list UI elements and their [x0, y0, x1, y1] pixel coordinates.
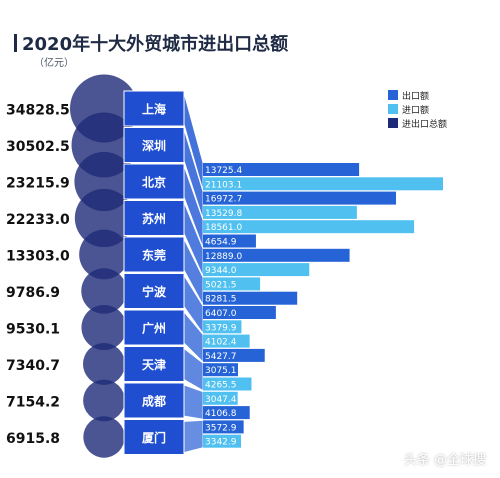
bar-label-出口额-8: 4106.8	[205, 409, 237, 419]
city-label-4: 东莞	[142, 248, 166, 263]
bar-label-进口额-6: 4102.4	[205, 338, 237, 348]
city-box-4	[123, 236, 185, 273]
city-box-3	[123, 200, 185, 236]
total-circle-3	[74, 188, 134, 248]
bar-label-进口额-3: 9344.0	[205, 266, 237, 276]
total-circle-6	[81, 304, 127, 351]
bar-进口额-8	[203, 391, 238, 405]
total-label-1: 30502.5	[6, 139, 70, 155]
bar-label-进口额-4: 5021.5	[205, 280, 237, 290]
bar-label-进口额-0: 21103.1	[205, 180, 242, 190]
legend-swatch-0	[388, 90, 398, 100]
city-label-0: 上海	[142, 102, 166, 117]
bar-进口额-4	[203, 277, 261, 291]
city-label-5: 宁波	[142, 284, 167, 299]
total-label-4: 13303.0	[6, 249, 70, 265]
bar-label-出口额-6: 5427.7	[205, 352, 237, 362]
bar-进口额-1	[203, 205, 357, 219]
bar-label-出口额-1: 16972.7	[205, 195, 242, 205]
bar-进口额-9	[203, 434, 242, 448]
city-label-7: 天津	[142, 357, 166, 372]
bar-label-进口额-1: 13529.8	[205, 209, 242, 219]
total-label-0: 34828.5	[6, 103, 70, 119]
bar-进口额-3	[203, 263, 310, 277]
bar-出口额-7	[203, 363, 238, 377]
bar-出口额-2	[203, 234, 256, 248]
total-circle-8	[83, 379, 125, 422]
bar-label-出口额-7: 3075.1	[205, 366, 237, 376]
city-label-8: 成都	[142, 394, 166, 409]
city-box-8	[123, 382, 185, 419]
bar-label-出口额-2: 4654.9	[205, 238, 237, 248]
chart-title: 2020年十大外贸城市进出口总额	[22, 34, 289, 55]
legend-label-0: 出口额	[402, 90, 429, 102]
connector-9	[183, 419, 204, 454]
total-label-2: 23215.9	[6, 176, 70, 192]
bar-出口额-0	[203, 163, 360, 176]
total-label-3: 22233.0	[6, 212, 70, 228]
bar-进口额-7	[203, 377, 252, 391]
legend-label-1: 进口额	[402, 104, 429, 116]
bar-进口额-6	[203, 334, 250, 348]
bar-出口额-5	[203, 306, 276, 319]
city-box-5	[123, 273, 185, 309]
city-label-9: 厦门	[142, 430, 166, 445]
bar-进口额-0	[203, 177, 443, 191]
total-label-6: 9530.1	[6, 322, 60, 338]
city-label-6: 广州	[142, 321, 166, 336]
city-box-2	[123, 163, 185, 200]
unit-label: （亿元）	[34, 58, 74, 69]
bar-出口额-3	[203, 248, 350, 262]
bar-label-进口额-9: 3342.9	[205, 438, 237, 448]
bar-label-出口额-4: 8281.5	[205, 295, 237, 305]
city-label-2: 北京	[142, 175, 166, 190]
bar-label-出口额-5: 6407.0	[205, 309, 237, 319]
bar-label-进口额-8: 3047.4	[205, 395, 237, 405]
total-label-8: 7154.2	[6, 395, 60, 411]
legend-label-2: 进出口总额	[402, 118, 447, 130]
bar-进口额-5	[203, 320, 242, 334]
total-circle-4	[79, 229, 129, 280]
bar-label-出口额-9: 3572.9	[205, 423, 237, 433]
connector-8	[183, 384, 204, 420]
bar-label-进口额-2: 18561.0	[205, 223, 242, 233]
total-label-9: 6915.8	[6, 431, 60, 447]
watermark: 头条 @全球搜	[403, 453, 486, 468]
total-circle-5	[81, 268, 127, 314]
city-label-1: 深圳	[142, 138, 166, 153]
city-box-9	[123, 419, 185, 455]
city-box-1	[123, 127, 185, 163]
total-label-7: 7340.7	[6, 358, 60, 374]
city-box-6	[123, 309, 185, 346]
city-box-0	[123, 90, 185, 127]
legend-swatch-2	[388, 118, 398, 128]
bar-出口额-6	[203, 348, 265, 362]
total-circle-7	[82, 342, 126, 386]
bar-出口额-1	[203, 191, 397, 205]
bar-label-进口额-7: 4265.5	[205, 381, 237, 391]
bar-label-出口额-0: 13725.4	[205, 166, 242, 176]
bar-出口额-4	[203, 291, 298, 305]
legend-swatch-1	[388, 104, 398, 114]
title-accent-bar	[14, 34, 17, 52]
city-label-3: 苏州	[142, 211, 166, 226]
bar-进口额-2	[203, 220, 415, 234]
total-circle-9	[83, 416, 125, 458]
bar-label-进口额-5: 3379.9	[205, 323, 237, 333]
bar-出口额-9	[203, 420, 244, 434]
city-box-7	[123, 346, 185, 382]
bar-出口额-8	[203, 406, 250, 420]
total-label-5: 9786.9	[6, 285, 60, 301]
bar-label-出口额-3: 12889.0	[205, 252, 242, 262]
